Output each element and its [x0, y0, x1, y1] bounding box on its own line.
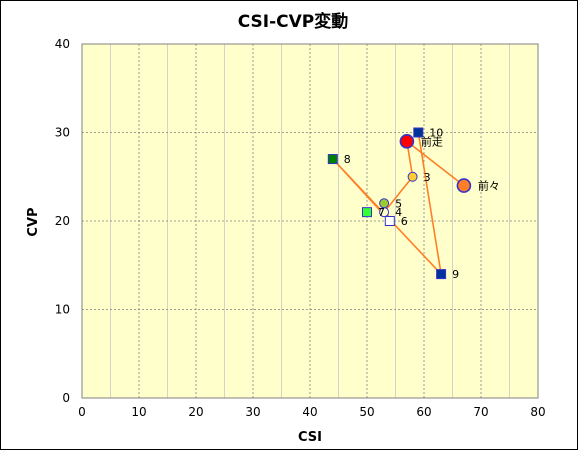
- chart-title: CSI-CVP変動: [238, 11, 349, 32]
- data-point: [407, 171, 418, 182]
- x-tick-label: 70: [473, 405, 488, 419]
- point-label: 前走: [421, 134, 443, 148]
- data-point: [384, 216, 395, 226]
- x-tick-label: 10: [131, 405, 146, 419]
- x-tick-label: 40: [302, 405, 317, 419]
- data-point: [362, 207, 372, 218]
- point-label: 7: [378, 206, 385, 219]
- y-axis-label: CVP: [26, 207, 41, 236]
- data-point: [436, 269, 447, 280]
- x-tick-label: 60: [416, 405, 431, 419]
- point-label: 5: [395, 197, 402, 210]
- point-label: 3: [424, 171, 431, 184]
- x-tick-label: 0: [78, 405, 86, 419]
- plot-border: [81, 43, 539, 399]
- point-layer: [327, 127, 472, 280]
- x-tick-label: 50: [359, 405, 374, 419]
- x-tick-label: 20: [188, 405, 203, 419]
- point-label-layer: 前々 前走 3 45 6 7 8 9 10: [344, 127, 500, 282]
- x-tick-label: 80: [530, 405, 545, 419]
- data-point: [413, 127, 424, 138]
- grid-layer: [82, 44, 538, 398]
- point-label: 8: [344, 153, 351, 166]
- point-label: 4: [395, 206, 402, 219]
- x-axis-label: CSI: [298, 430, 322, 445]
- y-tick-label: 0: [62, 391, 70, 405]
- data-point: [456, 178, 472, 193]
- data-point: [327, 154, 338, 165]
- y-tick-label: 10: [55, 303, 70, 317]
- y-tick-label: 40: [55, 37, 70, 51]
- tick-layer: 0 10 20 30 40 50 60 70 80 0 10 20 30 40: [55, 37, 546, 419]
- point-label: 6: [401, 215, 408, 228]
- point-label: 9: [452, 268, 459, 281]
- y-tick-label: 30: [55, 126, 70, 140]
- data-point: [399, 134, 415, 149]
- x-tick-label: 30: [245, 405, 260, 419]
- point-label: 前々: [478, 179, 500, 193]
- point-label: 10: [429, 127, 443, 140]
- y-tick-label: 20: [55, 214, 70, 228]
- data-point: [379, 198, 390, 209]
